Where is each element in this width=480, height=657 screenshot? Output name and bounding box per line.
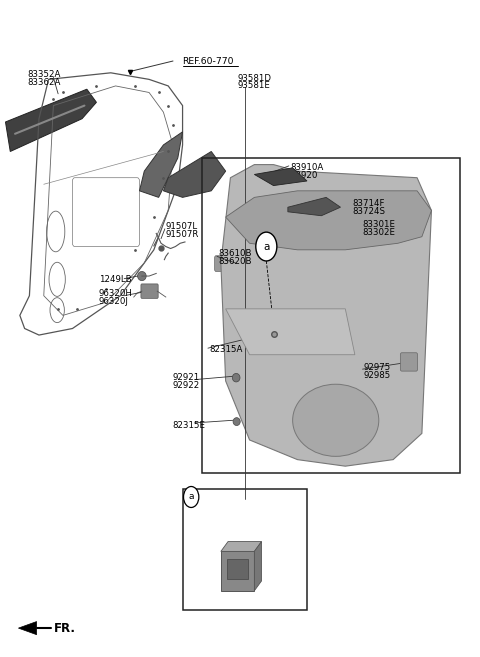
Polygon shape xyxy=(163,152,226,197)
Text: REF.60-770: REF.60-770 xyxy=(182,57,234,66)
Ellipse shape xyxy=(293,384,379,457)
FancyBboxPatch shape xyxy=(215,256,237,271)
Text: 93581D: 93581D xyxy=(238,74,272,83)
Text: 91507L: 91507L xyxy=(166,222,198,231)
Text: 83724S: 83724S xyxy=(352,208,385,216)
Text: 82315A: 82315A xyxy=(209,345,242,354)
Text: FR.: FR. xyxy=(54,622,76,635)
Bar xyxy=(182,489,307,610)
FancyBboxPatch shape xyxy=(221,551,254,591)
Text: 1249LB: 1249LB xyxy=(99,275,132,284)
Text: 91507R: 91507R xyxy=(166,230,199,239)
Polygon shape xyxy=(254,168,307,185)
Text: a: a xyxy=(263,242,269,252)
Text: 83620B: 83620B xyxy=(218,257,252,266)
Circle shape xyxy=(183,486,199,507)
FancyBboxPatch shape xyxy=(400,353,418,371)
Text: 83352A: 83352A xyxy=(27,70,60,79)
Polygon shape xyxy=(226,191,432,250)
Polygon shape xyxy=(254,541,262,591)
Polygon shape xyxy=(221,165,432,466)
Text: 96320J: 96320J xyxy=(99,297,129,306)
Ellipse shape xyxy=(233,418,240,426)
Text: 96320H: 96320H xyxy=(99,289,132,298)
Polygon shape xyxy=(226,309,355,355)
Text: 83714F: 83714F xyxy=(352,200,385,208)
Text: a: a xyxy=(189,493,194,501)
Text: 83362A: 83362A xyxy=(27,78,60,87)
Polygon shape xyxy=(18,622,36,635)
Polygon shape xyxy=(221,541,262,551)
Ellipse shape xyxy=(232,373,240,382)
Text: 92921: 92921 xyxy=(172,373,199,382)
Polygon shape xyxy=(5,89,96,152)
FancyBboxPatch shape xyxy=(141,284,158,298)
Ellipse shape xyxy=(138,271,146,281)
Text: 83920: 83920 xyxy=(290,171,318,180)
Circle shape xyxy=(256,232,277,261)
Text: 83302E: 83302E xyxy=(362,228,395,237)
Text: 92985: 92985 xyxy=(363,371,391,380)
Text: 93581E: 93581E xyxy=(238,81,271,91)
Text: 92922: 92922 xyxy=(172,381,199,390)
Text: 83910A: 83910A xyxy=(290,164,324,172)
Text: 83301E: 83301E xyxy=(362,220,395,229)
Text: 82315E: 82315E xyxy=(172,421,205,430)
FancyBboxPatch shape xyxy=(227,559,248,579)
Text: 92975: 92975 xyxy=(363,363,391,372)
Polygon shape xyxy=(140,132,182,197)
Bar xyxy=(202,158,460,473)
Polygon shape xyxy=(288,197,340,215)
Text: 83610B: 83610B xyxy=(218,249,252,258)
